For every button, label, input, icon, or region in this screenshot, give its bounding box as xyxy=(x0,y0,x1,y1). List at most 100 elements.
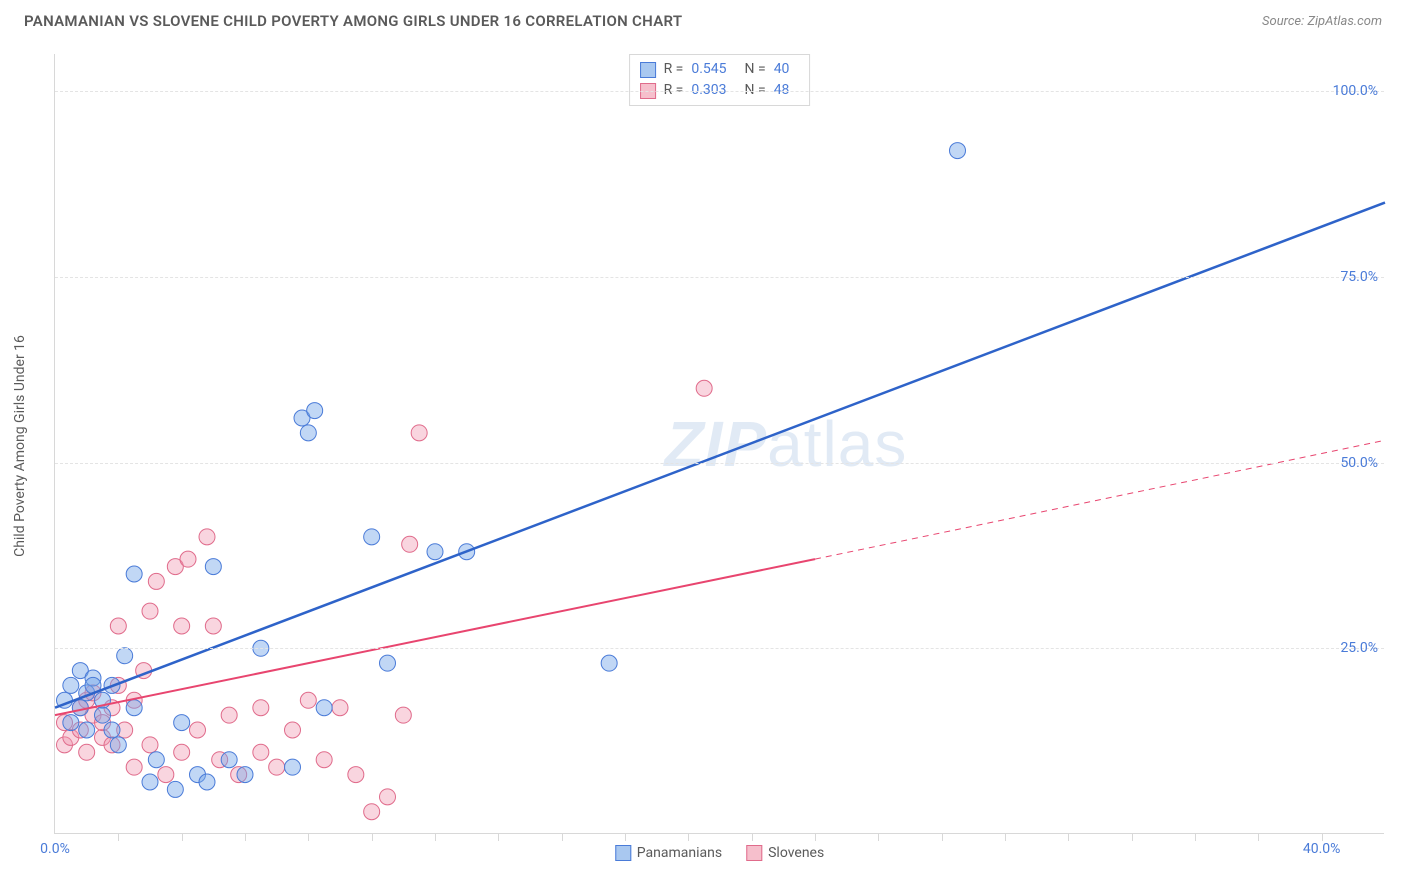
scatter-plot-svg xyxy=(55,54,1384,833)
scatter-point xyxy=(174,715,190,731)
scatter-point xyxy=(205,618,221,634)
scatter-point xyxy=(167,781,183,797)
x-tick xyxy=(308,833,309,841)
scatter-point xyxy=(190,722,206,738)
stat-r-value: 0.545 xyxy=(691,59,726,80)
scatter-point xyxy=(158,767,174,783)
x-tick xyxy=(498,833,499,841)
scatter-point xyxy=(269,759,285,775)
x-tick xyxy=(245,833,246,841)
scatter-point xyxy=(300,425,316,441)
scatter-point xyxy=(285,759,301,775)
x-tick xyxy=(182,833,183,841)
scatter-point xyxy=(364,529,380,545)
scatter-point xyxy=(63,715,79,731)
y-tick-label: 100.0% xyxy=(1333,83,1378,99)
chart-header: PANAMANIAN VS SLOVENE CHILD POVERTY AMON… xyxy=(0,0,1406,38)
scatter-point xyxy=(307,403,323,419)
scatter-point xyxy=(148,752,164,768)
scatter-point xyxy=(221,752,237,768)
trend-line-slovenes-solid xyxy=(55,559,815,715)
scatter-point xyxy=(950,143,966,159)
stat-n-label: N = xyxy=(745,59,766,80)
x-tick xyxy=(435,833,436,841)
chart-title: PANAMANIAN VS SLOVENE CHILD POVERTY AMON… xyxy=(24,12,682,30)
scatter-point xyxy=(126,700,142,716)
legend-item: Slovenes xyxy=(746,845,824,861)
y-tick-label: 25.0% xyxy=(1340,640,1378,656)
scatter-point xyxy=(316,700,332,716)
scatter-point xyxy=(104,722,120,738)
x-tick xyxy=(1195,833,1196,841)
scatter-point xyxy=(427,544,443,560)
source-prefix: Source: xyxy=(1262,14,1307,29)
stats-legend-row: R = 0.545 N = 40 xyxy=(640,59,800,80)
legend-item: Panamanians xyxy=(615,845,722,861)
scatter-point xyxy=(300,692,316,708)
x-tick xyxy=(1322,833,1323,841)
scatter-point xyxy=(79,722,95,738)
gridline-horizontal xyxy=(55,648,1384,649)
scatter-point xyxy=(180,551,196,567)
scatter-point xyxy=(253,700,269,716)
scatter-point xyxy=(601,655,617,671)
scatter-point xyxy=(348,767,364,783)
source-name: ZipAtlas.com xyxy=(1307,14,1382,29)
gridline-horizontal xyxy=(55,91,1384,92)
stat-n-value: 40 xyxy=(774,59,790,80)
x-tick xyxy=(372,833,373,841)
scatter-point xyxy=(142,774,158,790)
scatter-point xyxy=(332,700,348,716)
gridline-horizontal xyxy=(55,277,1384,278)
stats-legend: R =0.545N =40R =0.303N =48 xyxy=(629,54,811,106)
trend-line-slovenes-dashed xyxy=(815,440,1385,559)
scatter-point xyxy=(696,380,712,396)
scatter-point xyxy=(380,655,396,671)
scatter-point xyxy=(148,573,164,589)
x-tick xyxy=(562,833,563,841)
legend-label: Panamanians xyxy=(637,845,722,861)
scatter-point xyxy=(253,744,269,760)
x-tick-label: 0.0% xyxy=(40,841,70,857)
y-axis-title: Child Poverty Among Girls Under 16 xyxy=(12,335,28,557)
scatter-point xyxy=(395,707,411,723)
x-tick xyxy=(815,833,816,841)
scatter-point xyxy=(117,648,133,664)
scatter-point xyxy=(110,618,126,634)
scatter-point xyxy=(199,529,215,545)
y-tick-label: 75.0% xyxy=(1340,269,1378,285)
legend-swatch xyxy=(746,845,762,861)
x-tick xyxy=(1132,833,1133,841)
x-tick xyxy=(688,833,689,841)
scatter-point xyxy=(237,767,253,783)
scatter-point xyxy=(72,700,88,716)
x-tick xyxy=(1258,833,1259,841)
scatter-point xyxy=(221,707,237,723)
gridline-horizontal xyxy=(55,463,1384,464)
bottom-legend: Panamanians Slovenes xyxy=(609,843,830,863)
x-tick xyxy=(118,833,119,841)
scatter-point xyxy=(79,744,95,760)
x-tick xyxy=(878,833,879,841)
scatter-point xyxy=(205,559,221,575)
trend-line-panamanians xyxy=(55,203,1385,708)
scatter-point xyxy=(316,752,332,768)
legend-label: Slovenes xyxy=(768,845,824,861)
scatter-point xyxy=(364,804,380,820)
scatter-point xyxy=(95,707,111,723)
legend-swatch xyxy=(615,845,631,861)
x-tick xyxy=(625,833,626,841)
chart-source: Source: ZipAtlas.com xyxy=(1262,14,1382,29)
scatter-point xyxy=(285,722,301,738)
chart-plot-area: ZIPatlas R =0.545N =40R =0.303N =48 Pana… xyxy=(54,54,1384,834)
scatter-point xyxy=(402,536,418,552)
x-tick xyxy=(1005,833,1006,841)
stat-r-label: R = xyxy=(664,59,684,80)
x-tick xyxy=(1068,833,1069,841)
scatter-point xyxy=(142,737,158,753)
scatter-point xyxy=(411,425,427,441)
scatter-point xyxy=(380,789,396,805)
scatter-point xyxy=(126,759,142,775)
y-tick-label: 50.0% xyxy=(1340,455,1378,471)
scatter-point xyxy=(126,566,142,582)
